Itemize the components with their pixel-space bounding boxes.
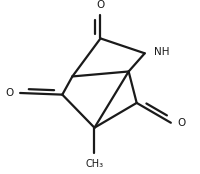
Text: O: O	[6, 88, 14, 98]
Text: NH: NH	[153, 48, 168, 57]
Text: O: O	[96, 0, 104, 10]
Text: O: O	[176, 118, 184, 128]
Text: CH₃: CH₃	[85, 159, 103, 169]
